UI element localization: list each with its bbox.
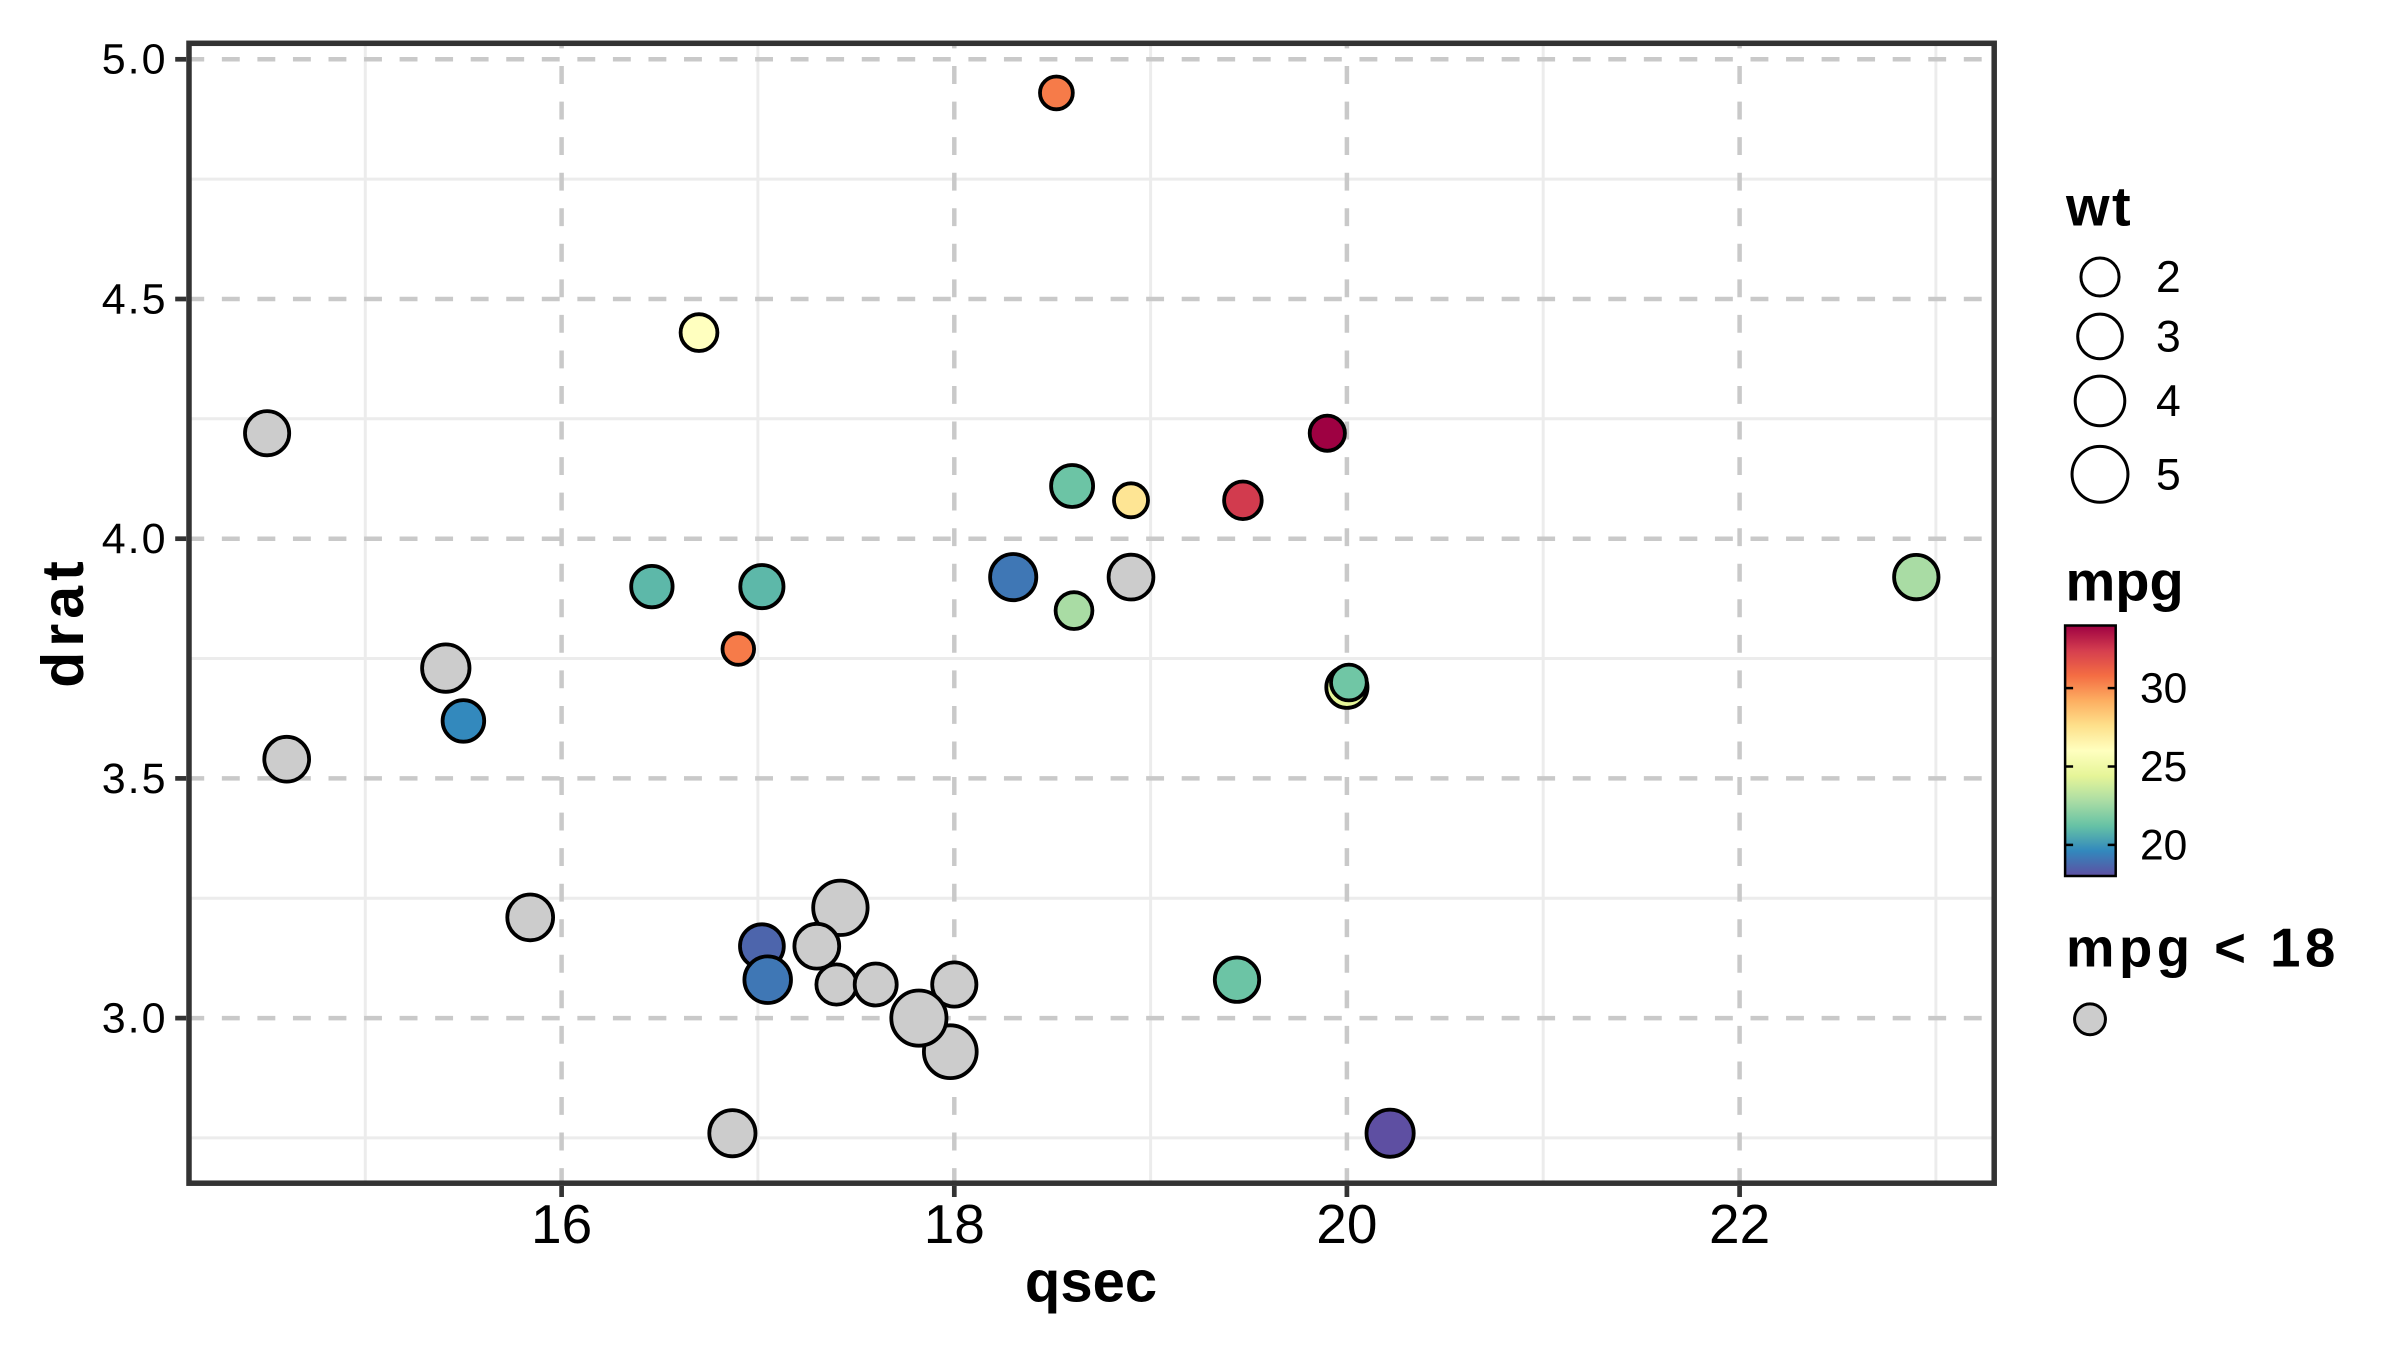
- svg-text:3.5: 3.5: [102, 755, 168, 803]
- svg-text:5: 5: [2156, 450, 2181, 499]
- svg-text:22: 22: [1709, 1193, 1770, 1255]
- svg-text:16: 16: [531, 1193, 592, 1255]
- svg-text:4: 4: [2156, 377, 2181, 426]
- svg-text:20: 20: [2140, 823, 2187, 870]
- svg-text:25: 25: [2140, 744, 2187, 791]
- svg-text:drat: drat: [30, 556, 96, 687]
- svg-text:3: 3: [2156, 312, 2181, 361]
- svg-text:wt: wt: [2065, 175, 2133, 238]
- svg-text:mpg < 18: mpg < 18: [2066, 918, 2340, 979]
- svg-text:4.0: 4.0: [102, 515, 168, 563]
- svg-text:2: 2: [2156, 253, 2181, 302]
- svg-text:30: 30: [2140, 666, 2187, 713]
- svg-text:18: 18: [924, 1193, 985, 1255]
- svg-text:5.0: 5.0: [102, 36, 168, 84]
- svg-text:qsec: qsec: [1025, 1250, 1157, 1315]
- svg-text:mpg: mpg: [2066, 550, 2184, 613]
- svg-text:3.0: 3.0: [102, 995, 168, 1043]
- svg-text:4.5: 4.5: [102, 275, 168, 323]
- svg-text:20: 20: [1316, 1193, 1377, 1255]
